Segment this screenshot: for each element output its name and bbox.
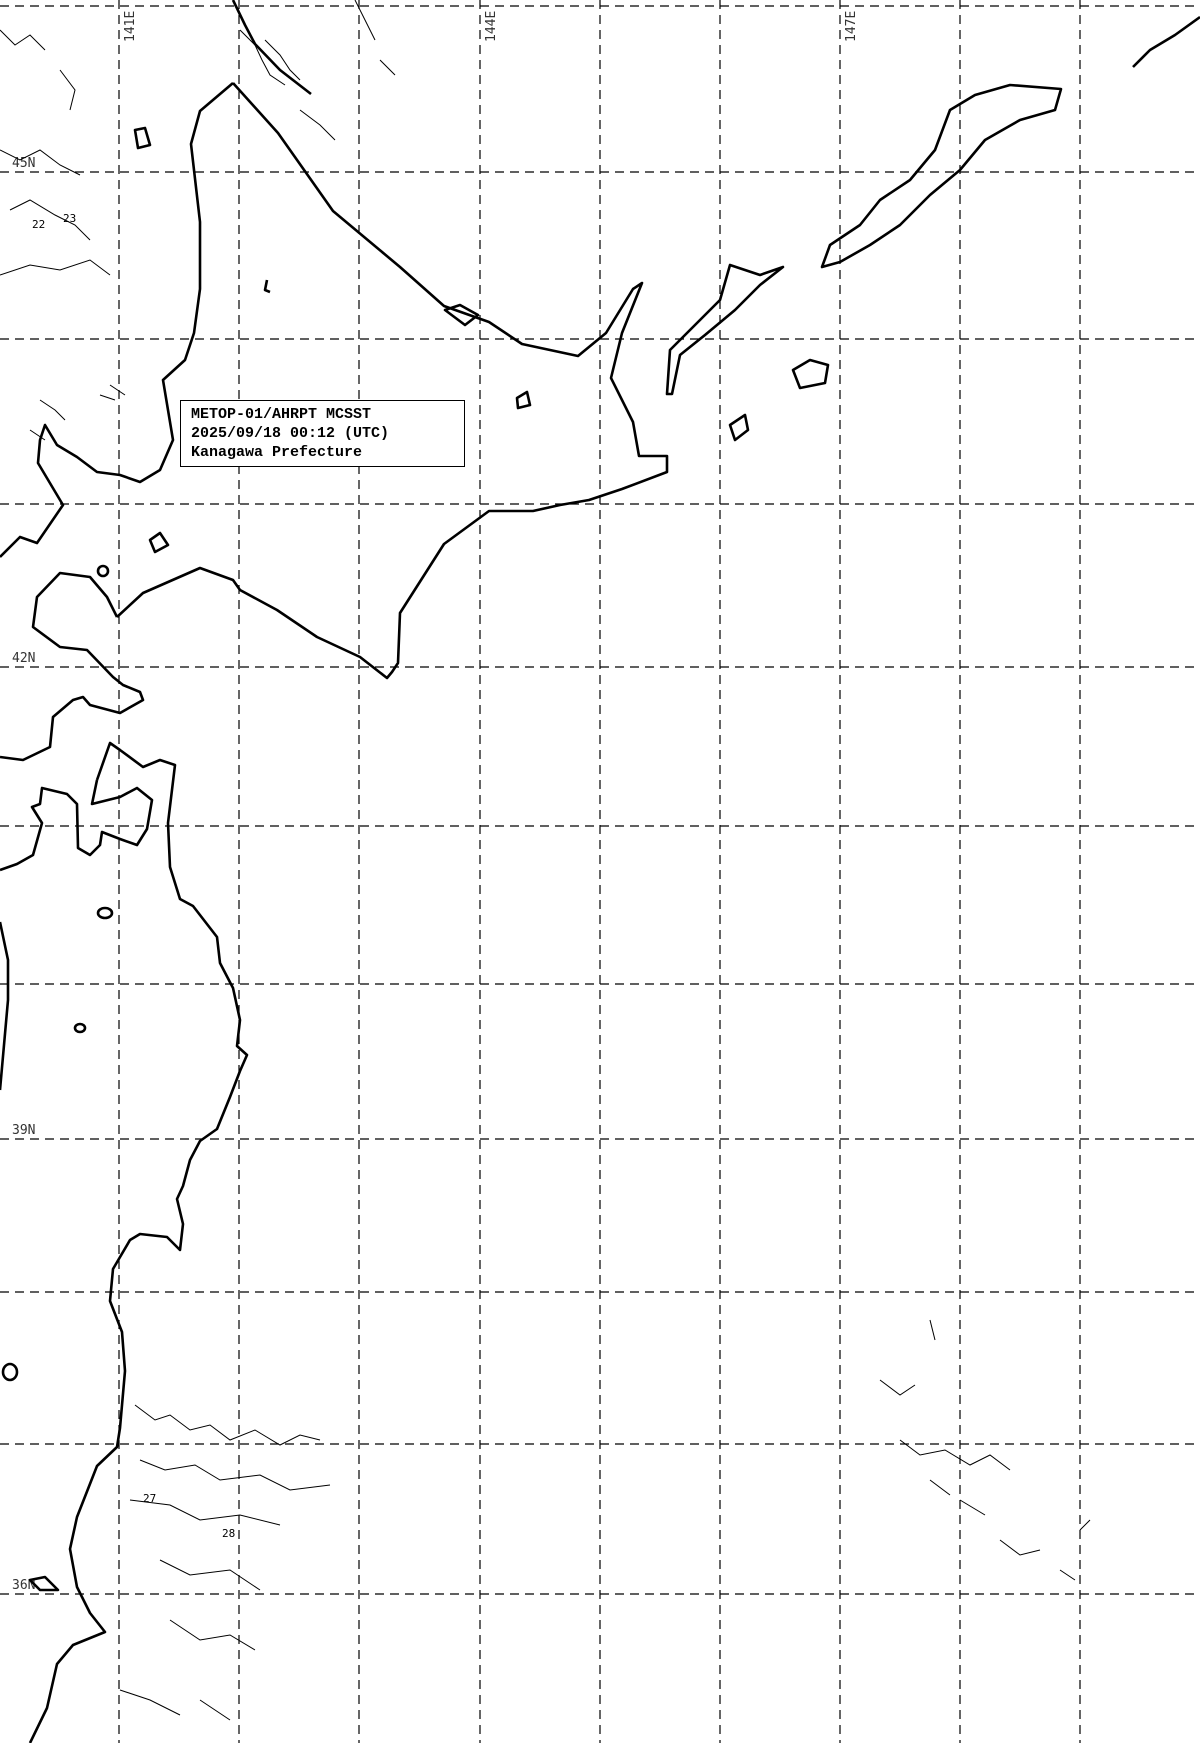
sst-contour (879, 1319, 1091, 1581)
coast-iturup (820, 83, 1063, 269)
sst-contour (29, 384, 126, 441)
island (263, 279, 271, 294)
coast-hokkaido (0, 82, 234, 558)
grid-labels: 141E 144E 147E 45N 42N 39N 36N (12, 11, 859, 1593)
coast-sakhalin (231, 0, 312, 96)
sst-contour (239, 0, 396, 141)
latitude-label: 36N (12, 1578, 35, 1593)
island (148, 531, 170, 554)
island (73, 1022, 87, 1034)
longitude-label: 144E (484, 11, 499, 42)
latitude-label: 45N (12, 156, 35, 171)
observation-time: 2025/09/18 00:12 (UTC) (191, 425, 390, 442)
island (96, 564, 110, 578)
contour-label: 23 (63, 212, 76, 225)
satellite-product: METOP-01/AHRPT MCSST (191, 406, 372, 423)
contour-label: 22 (32, 218, 45, 231)
sst-contour (119, 1404, 331, 1721)
longitude-label: 141E (123, 11, 138, 42)
sst-contours (0, 0, 1091, 1721)
sst-contour (0, 29, 111, 276)
coast-kamchatka-kurils (1132, 15, 1200, 68)
organization: Kanagawa Prefecture (191, 444, 363, 461)
contour-labels: 22 23 27 28 (32, 212, 235, 1540)
longitude-label: 147E (844, 11, 859, 42)
latitude-label: 42N (12, 651, 35, 666)
coast-hokkaido-pacific (116, 82, 669, 680)
coast-honshu-west (0, 921, 10, 1091)
latitude-label: 39N (12, 1123, 35, 1138)
island (28, 1575, 60, 1592)
island (728, 413, 750, 442)
contour-label: 28 (222, 1527, 235, 1540)
coast-honshu-pacific (28, 741, 249, 1743)
island (515, 390, 532, 410)
info-box: METOP-01/AHRPT MCSST 2025/09/18 00:12 (U… (180, 400, 465, 467)
coast-shimokita-mutsu (0, 779, 154, 872)
island (96, 906, 114, 920)
island (1, 1362, 19, 1382)
island (443, 303, 480, 327)
island (791, 358, 830, 390)
coast-kunashiri (665, 263, 785, 396)
contour-label: 27 (143, 1492, 156, 1505)
island (133, 126, 152, 150)
coast-oshima (0, 571, 145, 762)
